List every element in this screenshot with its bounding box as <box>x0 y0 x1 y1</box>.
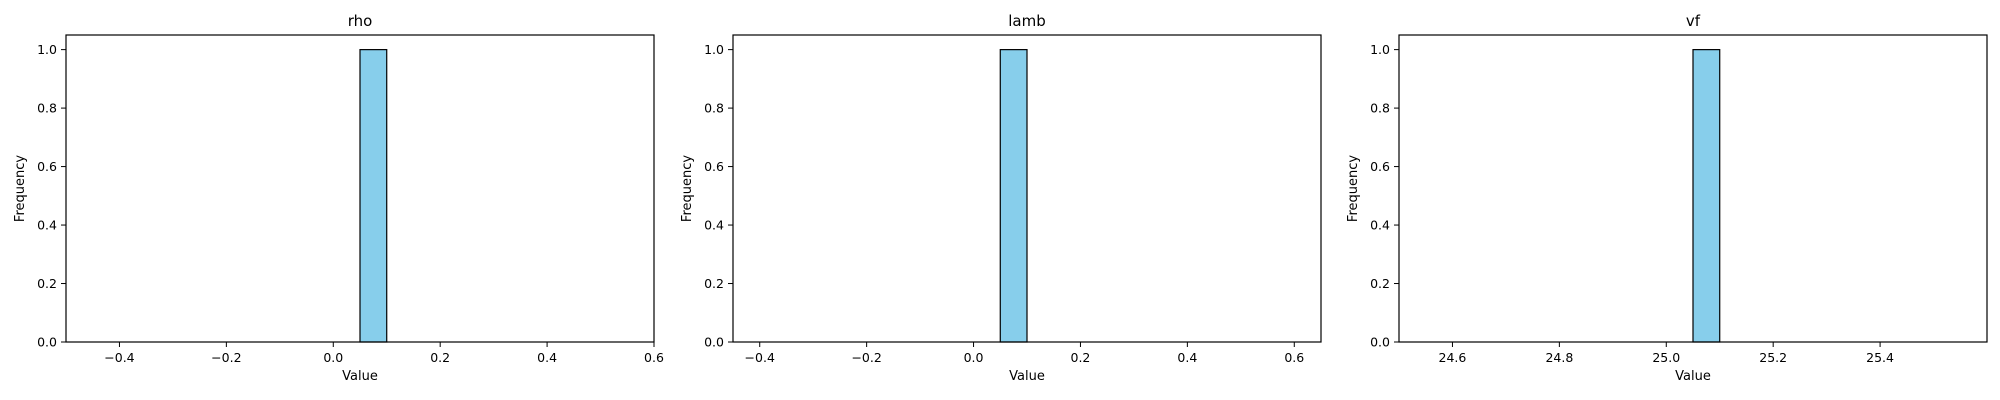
y-tick-label: 0.2 <box>1370 276 1390 291</box>
x-tick-label: 25.0 <box>1652 350 1680 365</box>
y-tick-label: 0.2 <box>704 276 724 291</box>
chart-panel-3: 24.6 24.8 25.0 25.2 25.4 0.0 0.2 0.4 0.6 0.8 1.0 vf… <box>1346 12 1988 384</box>
x-tick-label: −0.2 <box>211 350 241 365</box>
x-axis-label: Value <box>1675 369 1711 384</box>
y-tick-label: 1.0 <box>704 42 724 57</box>
chart-title: lamb <box>1008 12 1046 30</box>
histogram-bar <box>1692 49 1721 343</box>
x-tick-label: 0.6 <box>1284 350 1304 365</box>
x-tick-label: 0.4 <box>1177 350 1197 365</box>
x-tick-label: −0.4 <box>745 350 775 365</box>
x-tick-label: 24.8 <box>1545 350 1573 365</box>
x-tick-label: 25.2 <box>1759 350 1787 365</box>
plot-frame <box>732 34 1322 343</box>
chart-panel-1: −0.4 −0.2 0.0 0.2 0.4 0.6 0.0 0.2 0.4 0.6 0.8 1.0 rh… <box>13 12 664 384</box>
y-axis-label: Frequency <box>13 155 28 222</box>
x-tick-label: 0.2 <box>430 350 450 365</box>
plot-frame <box>1398 34 1988 343</box>
x-tick-label: −0.2 <box>851 350 881 365</box>
x-tick-label: 0.4 <box>537 350 557 365</box>
y-tick-label: 1.0 <box>1370 42 1390 57</box>
y-tick-label: 0.8 <box>704 101 724 116</box>
x-tick-label: −0.4 <box>104 350 134 365</box>
chart-title: rho <box>348 12 373 30</box>
y-tick-label: 0.0 <box>704 335 724 350</box>
y-tick-label: 0.2 <box>37 276 57 291</box>
y-tick-label: 0.4 <box>1370 218 1390 233</box>
chart-panel-2: −0.4 −0.2 0.0 0.2 0.4 0.6 0.0 0.2 0.4 0.6 0.8 1.0 la… <box>680 12 1322 384</box>
y-tick-label: 0.0 <box>1370 335 1390 350</box>
y-tick-label: 0.6 <box>704 159 724 174</box>
x-tick-label: 0.0 <box>323 350 343 365</box>
y-tick-label: 1.0 <box>37 42 57 57</box>
x-tick-label: 24.6 <box>1439 350 1467 365</box>
y-tick-label: 0.0 <box>37 335 57 350</box>
x-tick-label: 0.6 <box>644 350 664 365</box>
y-tick-label: 0.8 <box>37 101 57 116</box>
y-tick-label: 0.4 <box>704 218 724 233</box>
y-tick-label: 0.8 <box>1370 101 1390 116</box>
y-tick-label: 0.6 <box>1370 159 1390 174</box>
x-tick-label: 25.4 <box>1866 350 1894 365</box>
y-axis-label: Frequency <box>680 155 695 222</box>
y-tick-label: 0.4 <box>37 218 57 233</box>
x-axis-label: Value <box>1009 369 1045 384</box>
histogram-bar <box>359 49 388 343</box>
y-axis-label: Frequency <box>1346 155 1361 222</box>
x-tick-label: 0.2 <box>1071 350 1091 365</box>
y-tick-label: 0.6 <box>37 159 57 174</box>
x-tick-label: 0.0 <box>964 350 984 365</box>
x-axis-label: Value <box>342 369 378 384</box>
chart-title: vf <box>1686 12 1701 30</box>
histogram-bar <box>999 49 1028 343</box>
plot-frame <box>65 34 655 343</box>
